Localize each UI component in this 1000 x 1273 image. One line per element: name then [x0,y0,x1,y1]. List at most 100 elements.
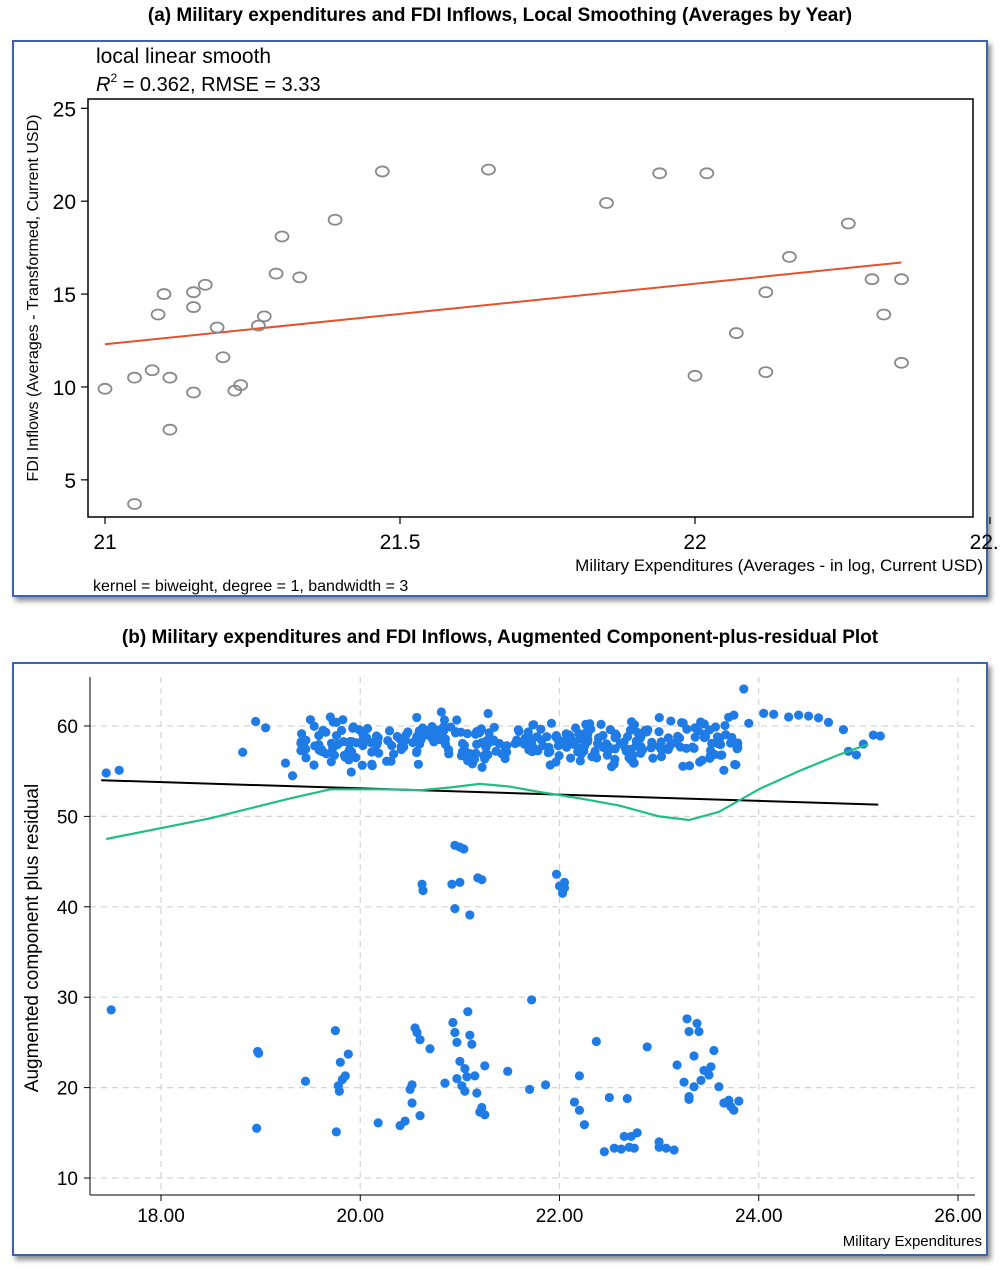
panel-b-point [712,732,723,742]
panel-b-y-tick-label: 10 [57,1169,78,1190]
panel-b-point [305,715,316,725]
panel-b-point [803,711,814,721]
panel-b-point [465,1030,475,1040]
panel-b-point [527,734,537,744]
panel-b-point [436,707,446,717]
panel-b-point [601,739,612,749]
panel-b-point [574,1071,585,1081]
panel-b-point [512,735,522,745]
panel-b-point [396,744,406,755]
panel-b-point [574,1105,585,1115]
panel-b-point [575,756,585,766]
panel-a-x-axis: 21 21.5 22 22.5 [93,517,1000,554]
panel-a-y-tick-label: 15 [53,284,76,307]
panel-b-point [334,1086,344,1096]
panel-b-point [726,1101,736,1112]
panel-b-point [604,1092,614,1103]
panel-b-point [301,735,311,745]
panel-b-point [734,1096,744,1106]
panel-b-frame [12,662,988,1256]
panel-b-point [440,739,451,749]
panel-b-x-tick-label: 22.00 [536,1206,584,1227]
panel-b-point [694,1026,704,1037]
panel-b-point [280,758,291,768]
panel-a-point [250,319,266,332]
panel-a-x-tick-label: 21 [93,531,116,554]
panel-b-point [480,1110,490,1120]
panel-a-point [758,286,774,299]
panel-b-point [696,717,706,727]
panel-b-point [252,1123,262,1133]
panel-b-point [678,761,688,771]
panel-b-point [546,718,557,728]
panel-b-point [329,750,340,760]
panel-b-point [425,1044,435,1054]
panel-a-point [127,371,142,384]
panel-b-point [540,1080,551,1090]
panel-b-point [340,1071,350,1081]
panel-b-point [632,1128,642,1138]
panel-b-point [672,1060,682,1070]
panel-b-point [576,746,586,757]
panel-b-point [552,734,562,744]
panel-b-point [450,1027,460,1038]
panel-b-point [339,750,350,760]
panel-b-point [358,729,368,739]
panel-a-point [864,273,880,286]
panel-b-point [669,1145,679,1155]
panel-b-point [687,742,698,752]
panel-b-point [494,738,504,749]
panel-b-point [439,715,450,725]
panel-b-point [606,762,617,772]
panel-b-point [338,715,348,725]
panel-a-fit-line [104,261,902,346]
panel-b-point [330,1026,340,1036]
panel-b-point [472,1088,482,1098]
panel-b-point [661,1143,671,1153]
panel-b-point [529,744,540,754]
panel-b-point [455,1056,465,1066]
panel-b-point [794,710,804,720]
panel-b-point [529,720,539,730]
panel-b-point [450,904,460,914]
panel-a-y-tick-label: 25 [53,98,76,121]
panel-b-point [545,760,555,770]
panel-b-point [412,1027,422,1038]
panel-a-point [256,310,272,323]
panel-b-point [261,723,271,733]
panel-b-point [684,1092,694,1102]
panel-b-point [602,750,612,760]
panel-a-stats: R2 = 0.362, RMSE = 3.33 [96,71,321,96]
panel-a-point [876,308,892,321]
panel-b-point [730,759,740,770]
panel-b-point [459,844,469,854]
panel-b-point [536,724,546,734]
panel-b-point [666,716,676,726]
panel-a-plot-area [87,98,974,518]
panel-b-point [585,724,595,734]
panel-b-point [328,743,338,753]
panel-a-points [97,163,909,510]
panel-b-point [287,771,298,781]
panel-b-point [460,1064,470,1074]
panel-a-point [268,267,284,280]
panel-b-point [551,869,562,879]
panel-b-point [610,744,620,754]
panel-b-point [309,760,319,770]
panel-b-point [527,995,537,1005]
panel-b-point [656,737,666,747]
panel-a-point [186,386,201,399]
panel-b-y-tick-label: 30 [57,988,78,1009]
panel-b-point [633,728,643,738]
panel-b-point [413,759,423,769]
panel-b-point [566,734,576,744]
panel-a-point [156,288,172,300]
panel-b-point [599,1147,609,1157]
panel-a-y-tick-label: 5 [64,470,76,493]
panel-b-y-tick-label: 60 [57,717,78,738]
panel-b-point [418,885,428,896]
panel-a-point [652,167,667,180]
panel-b-point [251,716,261,727]
panel-b-point [759,708,769,718]
panel-b-point [412,712,422,723]
